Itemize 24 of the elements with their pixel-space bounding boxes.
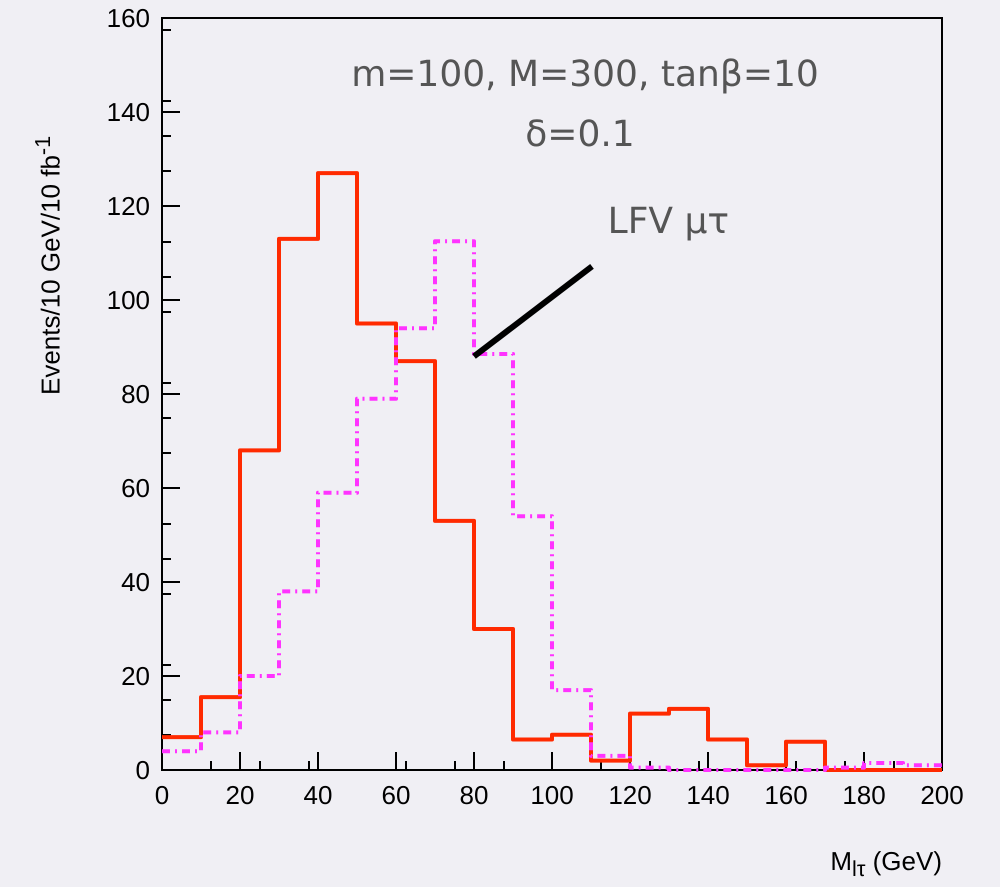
x-tick-label: 60 xyxy=(382,780,410,810)
y-tick-label: 20 xyxy=(121,661,150,691)
y-tick-label: 80 xyxy=(121,379,150,409)
y-tick-label: 120 xyxy=(106,191,150,221)
x-tick-label: 160 xyxy=(764,780,808,810)
y-tick-label: 40 xyxy=(121,567,150,597)
x-tick-label: 0 xyxy=(154,780,170,810)
x-tick-label: 200 xyxy=(920,780,964,810)
annotation: δ=0.1 xyxy=(525,114,635,155)
x-tick-label: 40 xyxy=(304,780,332,810)
y-tick-label: 0 xyxy=(136,755,150,785)
y-tick-label: 140 xyxy=(106,97,150,127)
x-tick-label: 100 xyxy=(530,780,574,810)
y-tick-label: 100 xyxy=(106,285,150,315)
y-tick-label: 160 xyxy=(106,3,150,33)
annotation: m=100, M=300, tanβ=10 xyxy=(351,54,819,95)
annotation: LFV μτ xyxy=(608,201,730,242)
x-tick-label: 140 xyxy=(686,780,730,810)
x-tick-label: 80 xyxy=(460,780,488,810)
y-tick-label: 60 xyxy=(121,473,150,503)
x-tick-label: 20 xyxy=(226,780,254,810)
x-tick-label: 120 xyxy=(608,780,652,810)
x-tick-label: 180 xyxy=(842,780,886,810)
x-axis-title: M$_{lτ}$ (GeV) xyxy=(830,846,942,882)
